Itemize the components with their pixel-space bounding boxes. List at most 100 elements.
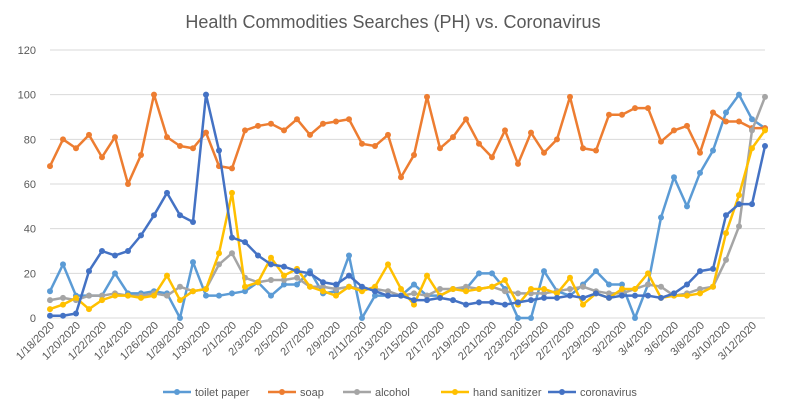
data-point <box>697 285 703 292</box>
data-point <box>151 212 157 219</box>
data-point <box>723 230 729 237</box>
data-point <box>99 154 105 161</box>
data-point <box>177 212 183 219</box>
data-point <box>333 285 339 292</box>
data-point <box>437 285 443 292</box>
data-point <box>281 272 287 279</box>
data-point <box>541 268 547 275</box>
data-point <box>164 292 170 299</box>
data-point <box>60 136 66 143</box>
data-point <box>554 136 560 143</box>
data-point <box>528 315 534 321</box>
data-point <box>710 265 716 272</box>
data-point <box>515 290 521 297</box>
series-line <box>49 129 767 311</box>
data-point <box>580 301 586 308</box>
legend-label: coronavirus <box>580 387 637 399</box>
data-point <box>736 192 742 199</box>
data-point <box>593 147 599 154</box>
legend-point-marker <box>174 389 180 395</box>
data-point <box>398 285 404 292</box>
data-point <box>372 283 378 290</box>
data-point <box>203 292 209 299</box>
data-point <box>697 290 703 297</box>
data-point <box>736 91 742 98</box>
data-point <box>73 294 79 301</box>
data-point <box>476 285 482 292</box>
data-point <box>60 301 66 308</box>
data-point <box>411 290 417 297</box>
data-point <box>86 292 92 299</box>
data-point <box>359 140 365 147</box>
data-point <box>346 283 352 290</box>
data-point <box>476 140 482 147</box>
data-point <box>450 297 456 304</box>
data-point <box>398 292 404 299</box>
data-point <box>281 281 287 288</box>
data-point <box>450 134 456 141</box>
data-point <box>658 283 664 290</box>
data-point <box>736 201 742 208</box>
data-point <box>99 297 105 304</box>
data-point <box>528 297 534 304</box>
data-point <box>658 294 664 301</box>
data-point <box>710 109 716 116</box>
data-point <box>307 283 313 290</box>
data-point <box>411 281 417 288</box>
legend-item: hand sanitizer <box>441 387 542 399</box>
legend-item: alcohol <box>343 387 410 399</box>
data-point <box>164 134 170 141</box>
data-point <box>684 122 690 129</box>
data-point <box>281 277 287 284</box>
data-point <box>619 292 625 299</box>
data-point <box>684 281 690 288</box>
data-point <box>645 270 651 277</box>
data-point <box>255 122 261 129</box>
data-point <box>268 120 274 127</box>
data-point <box>437 145 443 152</box>
y-tick-label: 80 <box>24 134 36 146</box>
data-point <box>242 127 248 134</box>
data-point <box>47 306 53 313</box>
data-point <box>60 294 66 301</box>
data-point <box>294 274 300 281</box>
data-point <box>151 91 157 98</box>
legend-item: soap <box>268 387 324 399</box>
data-point <box>86 131 92 138</box>
data-point <box>580 145 586 152</box>
data-point <box>216 292 222 299</box>
data-point <box>437 294 443 301</box>
data-point <box>268 277 274 284</box>
data-point <box>73 310 79 317</box>
data-point <box>125 292 131 299</box>
data-point <box>281 263 287 270</box>
data-point <box>73 145 79 152</box>
data-point <box>346 116 352 123</box>
data-point <box>619 285 625 292</box>
data-point <box>645 281 651 288</box>
data-point <box>112 270 118 277</box>
data-point <box>177 143 183 150</box>
data-point <box>385 292 391 299</box>
data-point <box>463 288 469 295</box>
data-point <box>580 283 586 290</box>
data-point <box>424 93 430 100</box>
data-point <box>99 248 105 254</box>
data-point <box>502 288 508 295</box>
y-tick-label: 100 <box>18 90 36 102</box>
data-point <box>216 147 222 154</box>
legend-point-marker <box>452 389 458 395</box>
data-point <box>723 212 729 219</box>
data-point <box>411 297 417 304</box>
data-point <box>268 254 274 261</box>
data-point <box>190 145 196 152</box>
data-point <box>619 111 625 118</box>
data-point <box>216 261 222 268</box>
data-point <box>229 189 235 196</box>
data-point <box>567 285 573 292</box>
data-point <box>424 292 430 299</box>
data-point <box>489 283 495 290</box>
data-point <box>671 290 677 297</box>
data-point <box>372 292 378 299</box>
data-point <box>502 301 508 308</box>
